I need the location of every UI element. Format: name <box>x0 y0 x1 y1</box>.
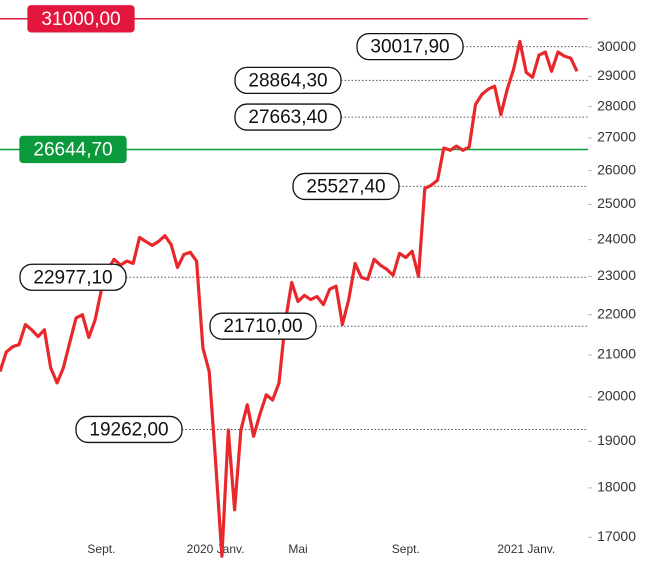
y-tick-label: 24000 <box>597 230 636 246</box>
level-label: 21710,00 <box>223 316 302 337</box>
y-tick-label: 28000 <box>597 97 636 113</box>
level-label: 19262,00 <box>89 419 168 440</box>
line-series <box>0 39 579 558</box>
y-tick-label: 22000 <box>597 305 636 321</box>
x-tick-label: Sept. <box>392 542 420 556</box>
y-tick-label: 26000 <box>597 161 636 177</box>
level-pill <box>75 415 183 444</box>
y-tick-label: 23000 <box>597 267 636 283</box>
level-label: 27663,40 <box>248 107 327 128</box>
y-tick-label: 19000 <box>597 432 636 448</box>
level-pill <box>234 66 342 95</box>
level-label: 28864,30 <box>248 70 327 91</box>
level-pill <box>19 263 127 291</box>
level-label: 22977,10 <box>33 267 112 288</box>
x-tick-label: Sept. <box>87 542 115 556</box>
y-tick-label: 30000 <box>597 38 636 54</box>
level-pill <box>19 135 127 164</box>
y-tick-label: 21000 <box>597 346 636 362</box>
x-tick-label: 2020 Janv. <box>187 542 245 556</box>
y-tick-label: 27000 <box>597 129 636 145</box>
x-tick-label: 2021 Janv. <box>497 542 555 556</box>
y-tick-label: 18000 <box>597 479 636 495</box>
level-pill <box>356 32 464 61</box>
level-pill <box>27 5 135 33</box>
level-label: 31000,00 <box>41 9 120 30</box>
level-pill <box>209 312 317 340</box>
y-tick-label: 20000 <box>597 388 636 404</box>
y-tick-label: 29000 <box>597 67 636 83</box>
level-pill <box>234 103 342 131</box>
y-tick-label: 25000 <box>597 195 636 211</box>
level-label: 30017,90 <box>370 37 449 58</box>
y-tick-label: 17000 <box>597 528 636 544</box>
x-tick-label: Mai <box>288 542 307 556</box>
level-label: 26644,70 <box>33 139 112 160</box>
level-label: 25527,40 <box>306 176 385 197</box>
level-pill <box>292 172 400 201</box>
